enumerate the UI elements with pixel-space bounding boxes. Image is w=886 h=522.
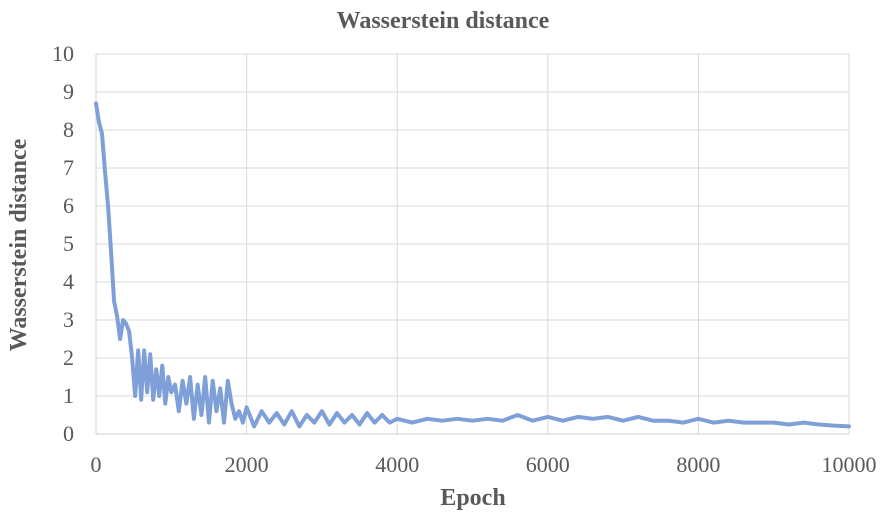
y-tick-label: 10 (52, 41, 74, 66)
y-tick-label: 9 (63, 79, 74, 104)
grid-layer (95, 53, 850, 435)
x-tick-label: 8000 (676, 452, 720, 477)
series-layer (94, 101, 851, 429)
tick-label-layer: 0 1 2 3 4 5 6 7 8 9 10 0 2000 4000 6000 8000 10000 (52, 41, 877, 477)
y-tick-label: 5 (63, 231, 74, 256)
x-tick-label: 6000 (526, 452, 570, 477)
series-line (94, 101, 851, 429)
y-tick-label: 3 (63, 307, 74, 332)
y-tick-label: 0 (63, 421, 74, 446)
y-tick-label: 8 (63, 117, 74, 142)
y-tick-label: 6 (63, 193, 74, 218)
chart-title: Wasserstein distance (337, 8, 550, 34)
y-axis-label: Wasserstein distance (6, 138, 32, 351)
y-tick-label: 1 (63, 383, 74, 408)
y-tick-label: 2 (63, 345, 74, 370)
x-axis-label: Epoch (440, 485, 505, 511)
y-tick-label: 7 (63, 155, 74, 180)
x-tick-label: 4000 (375, 452, 419, 477)
x-tick-label: 2000 (225, 452, 269, 477)
y-tick-label: 4 (63, 269, 74, 294)
x-tick-label: 0 (91, 452, 102, 477)
x-tick-label: 10000 (822, 452, 877, 477)
